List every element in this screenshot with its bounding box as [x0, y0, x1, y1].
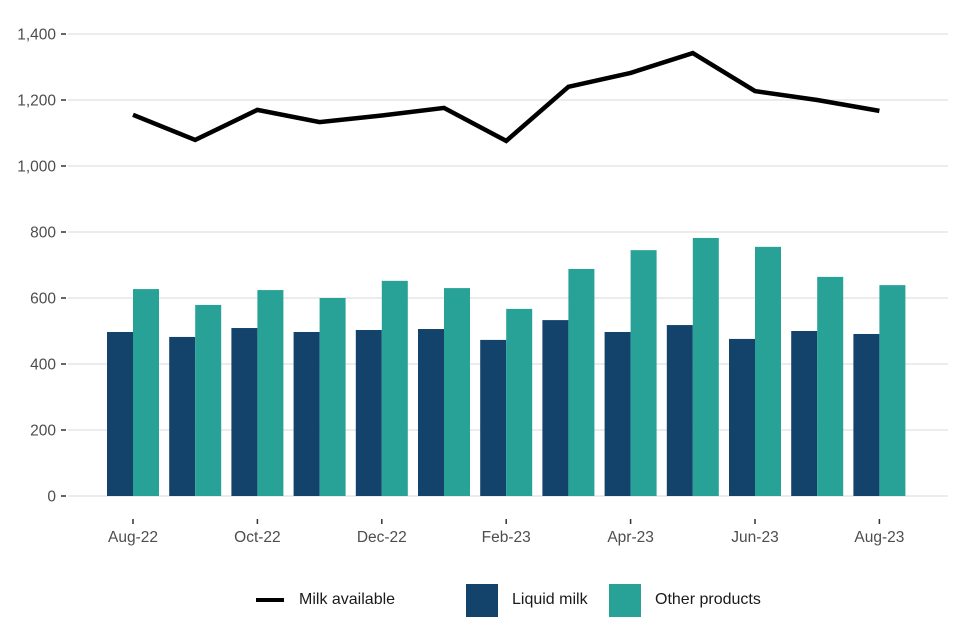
- bar-liquid-milk: [293, 331, 320, 496]
- legend-item-milk-available: Milk available: [256, 584, 395, 616]
- bar-liquid-milk: [542, 320, 569, 496]
- bar-other-products: [692, 237, 719, 496]
- y-tick-label: 800: [30, 225, 56, 242]
- bar-other-products: [879, 285, 906, 496]
- legend-label: Liquid milk: [512, 591, 588, 608]
- x-axis: Aug-22 Oct-22 Dec-22 Feb-23 Apr-23 Jun-23 Aug-…: [108, 519, 904, 546]
- x-tick-label: Oct-22: [234, 529, 281, 546]
- legend-label: Milk available: [299, 591, 396, 608]
- x-tick-label: Jun-23: [731, 529, 778, 546]
- y-tick-label: 0: [47, 489, 56, 506]
- x-tick-label: Apr-23: [607, 529, 654, 546]
- bar-other-products: [133, 289, 159, 496]
- bar-liquid-milk: [169, 336, 196, 496]
- bar-liquid-milk: [355, 330, 382, 496]
- bar-liquid-milk: [791, 331, 818, 496]
- legend: Milk available Liquid milk Other product…: [0, 583, 960, 617]
- milk-available-line: [132, 50, 880, 144]
- y-tick-label: 1,000: [17, 159, 56, 176]
- bar-other-products: [817, 276, 844, 496]
- bar-liquid-milk: [231, 328, 258, 496]
- legend-swatch-icon: [466, 583, 498, 617]
- bar-other-products: [319, 298, 346, 496]
- legend-swatch-icon: [609, 583, 641, 617]
- bar-other-products: [257, 290, 284, 496]
- bar-other-products: [444, 288, 470, 496]
- y-tick-label: 1,200: [17, 93, 56, 110]
- bar-liquid-milk: [480, 339, 507, 496]
- bar-liquid-milk: [666, 325, 693, 496]
- bar-liquid-milk: [604, 331, 631, 496]
- legend-label: Other products: [655, 591, 761, 608]
- y-tick-label: 200: [30, 423, 56, 440]
- bar-other-products: [755, 246, 781, 496]
- legend-item-other-products: Other products: [609, 583, 761, 617]
- bar-liquid-milk: [418, 329, 444, 496]
- bar-other-products: [381, 280, 408, 496]
- x-tick-label: Aug-22: [108, 529, 158, 546]
- bar-other-products: [506, 308, 533, 496]
- y-axis: 0 200 400 600 800 1,000 1,200 1,400: [17, 27, 66, 506]
- bar-other-products: [568, 268, 595, 496]
- y-tick-label: 1,400: [17, 27, 56, 44]
- bar-liquid-milk: [107, 331, 133, 496]
- bar-liquid-milk: [729, 338, 755, 496]
- y-tick-label: 400: [30, 357, 56, 374]
- bar-other-products: [195, 304, 222, 496]
- bars: [107, 237, 906, 496]
- x-tick-label: Feb-23: [482, 529, 531, 546]
- y-tick-label: 600: [30, 291, 56, 308]
- milk-available-line-group: [132, 50, 880, 144]
- bar-liquid-milk: [853, 333, 880, 496]
- x-tick-label: Dec-22: [357, 529, 407, 546]
- bar-other-products: [630, 250, 657, 496]
- x-tick-label: Aug-23: [854, 529, 904, 546]
- legend-item-liquid-milk: Liquid milk: [466, 583, 588, 617]
- legend-line-icon: [256, 598, 284, 602]
- chart: 0 200 400 600 800 1,000 1,200 1,400 Aug-22 Oct-2…: [17, 27, 948, 546]
